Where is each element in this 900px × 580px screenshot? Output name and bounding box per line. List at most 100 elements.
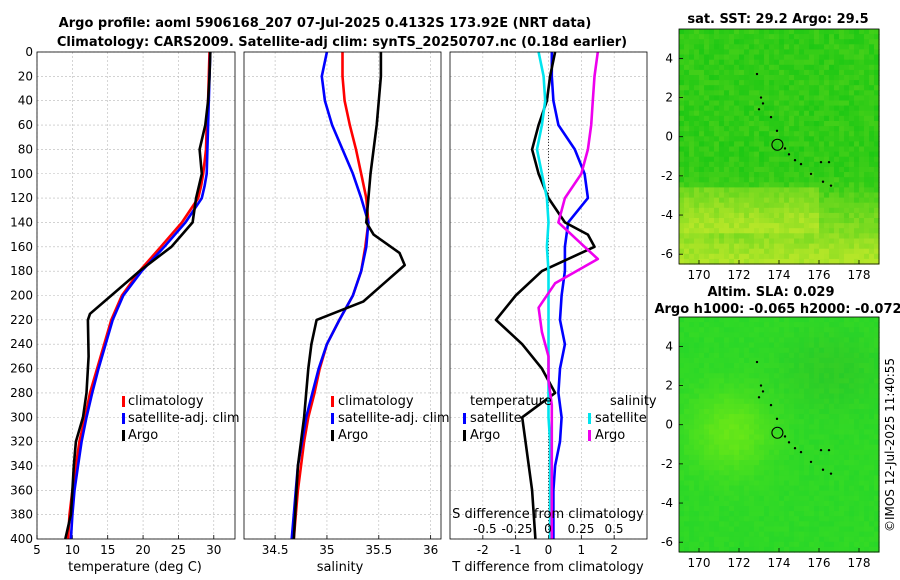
map-cell [784,75,790,81]
map-cell [734,85,740,91]
map-cell [794,248,800,255]
map-cell [734,536,740,543]
map-cell [864,202,870,209]
map-cell [859,172,865,178]
map-cell [754,141,760,148]
map-cell [834,541,840,548]
map-cell [709,126,715,132]
map-cell [789,388,795,395]
map-cell [814,187,820,194]
island-dot [819,448,823,452]
map-cell [784,253,790,260]
map-cell [719,75,725,81]
map-cell [779,228,785,234]
map-cell [824,39,830,45]
map-cell [684,485,690,492]
map-cell [804,511,810,517]
map-cell [849,444,855,451]
map-cell [714,347,720,354]
map-cell [754,59,760,66]
map-cell [834,49,840,56]
map-cell [809,80,815,86]
map-cell [864,115,870,122]
map-cell [844,470,850,476]
map-cell [764,75,770,81]
map-cell [679,253,685,260]
map-cell [744,110,750,117]
map-cell [759,516,765,522]
map-cell [734,75,740,81]
map-cell [849,212,855,219]
map-cell [769,182,775,188]
map-cell [729,398,735,405]
map-cell [724,115,730,122]
map-cell [714,100,720,107]
map-cell [724,531,730,538]
map-cell [874,465,880,471]
map-cell [784,80,790,86]
map-cell [694,480,700,487]
map-cell [804,332,810,338]
map-cell [684,161,690,168]
map-cell [869,166,875,173]
map-cell [779,192,785,199]
map-cell [829,388,835,395]
map-cell [699,258,705,265]
map-cell [719,64,725,71]
map-cell [754,541,760,548]
map-cell [749,414,755,420]
map-cell [849,110,855,117]
map-cell [714,146,720,153]
map-cell [804,146,810,153]
map-cell [694,506,700,512]
map-cell [694,105,700,112]
map-cell [859,238,865,245]
map-cell [774,75,780,81]
map-cell [719,243,725,250]
map-cell [729,357,735,364]
map-cell [704,253,710,260]
map-cell [774,470,780,476]
map-cell [874,258,880,265]
map-cell [784,212,790,219]
map-cell [724,238,730,245]
map-cell [779,172,785,178]
map-cell [734,429,740,436]
map-cell [829,485,835,492]
map-cell [759,490,765,497]
map-cell [789,100,795,107]
map-cell [714,506,720,512]
map-cell [824,409,830,415]
map-cell [799,212,805,219]
temp-ytick-label: 160 [10,240,33,254]
map-cell [814,454,820,461]
map-cell [874,419,880,425]
map-cell [859,29,865,35]
map-cell [789,238,795,245]
map-cell [799,480,805,487]
map-cell [769,398,775,405]
map-cell [684,526,690,533]
map-cell [739,192,745,199]
map-cell [684,39,690,45]
map-cell [799,90,805,96]
map-cell [709,347,715,354]
map-cell [804,100,810,107]
map-cell [779,248,785,255]
map-cell [684,54,690,61]
map-cell [724,202,730,209]
map-cell [799,337,805,344]
map-cell [679,347,685,354]
map-cell [799,465,805,471]
map-cell [799,500,805,507]
map-cell [699,536,705,543]
map-cell [774,192,780,199]
map-cell [844,146,850,153]
map-cell [804,44,810,50]
map-cell [774,207,780,214]
secondary-xtick-label: -0.25 [501,522,532,536]
map-cell [794,475,800,482]
map-cell [859,342,865,349]
map-cell [784,449,790,456]
map-cell [874,64,880,71]
